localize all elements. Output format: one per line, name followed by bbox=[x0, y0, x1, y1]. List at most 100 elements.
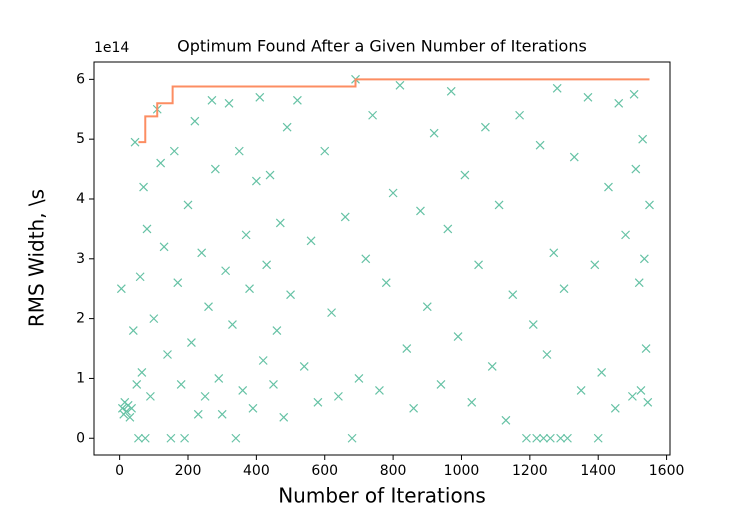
x-tick-label: 1600 bbox=[649, 463, 685, 479]
scatter-point bbox=[241, 230, 251, 240]
scatter-point bbox=[313, 397, 323, 407]
scatter-point bbox=[443, 224, 453, 234]
scatter-point bbox=[234, 146, 244, 156]
scatter-point bbox=[186, 338, 196, 347]
scatter-point bbox=[140, 433, 150, 443]
scatter-point bbox=[217, 409, 227, 419]
scatter-point bbox=[354, 374, 364, 383]
scatter-point bbox=[569, 152, 579, 162]
scatter-point bbox=[645, 200, 654, 210]
scatter-point bbox=[238, 385, 248, 395]
scatter-point bbox=[446, 86, 456, 96]
scatter-point bbox=[368, 110, 378, 120]
scatter-point bbox=[395, 80, 405, 90]
scatter-point bbox=[576, 385, 586, 395]
scatter-point bbox=[130, 137, 140, 147]
y-tick-label: 5 bbox=[76, 131, 85, 147]
x-tick-label: 0 bbox=[115, 463, 124, 479]
scatter-point bbox=[176, 379, 186, 389]
scatter-point bbox=[159, 242, 169, 252]
scatter-point bbox=[643, 397, 653, 407]
scatter-point bbox=[460, 170, 470, 180]
scatter-point bbox=[638, 134, 648, 144]
x-tick-label: 1000 bbox=[444, 463, 480, 479]
scatter-point bbox=[282, 122, 292, 132]
scatter-point bbox=[245, 284, 254, 294]
scatter-point bbox=[467, 397, 477, 407]
scatter-point bbox=[552, 83, 562, 93]
scatter-point bbox=[583, 92, 593, 102]
scatter-point bbox=[361, 254, 371, 264]
scatter-point bbox=[501, 415, 511, 425]
y-axis-label: RMS Width, \s bbox=[25, 189, 49, 327]
step-line bbox=[138, 78, 650, 144]
scatter-point bbox=[610, 403, 620, 413]
scatter-point bbox=[248, 403, 258, 413]
scatter-point bbox=[559, 284, 569, 294]
y-tick-label: 3 bbox=[76, 251, 85, 267]
scatter-point bbox=[593, 433, 603, 443]
scatter-point bbox=[265, 170, 275, 180]
scatter-point bbox=[197, 248, 207, 258]
scatter-point bbox=[436, 379, 446, 389]
scatter-point bbox=[122, 406, 131, 416]
scatter-point bbox=[204, 302, 213, 312]
scatter-point bbox=[604, 182, 613, 192]
scatter-point bbox=[299, 362, 309, 371]
x-tick-label: 600 bbox=[311, 463, 338, 479]
scatter-point bbox=[258, 356, 268, 365]
scatter-point bbox=[137, 368, 147, 377]
scatter-point bbox=[127, 403, 137, 413]
scatter-point bbox=[231, 433, 241, 443]
scatter-point bbox=[429, 128, 439, 138]
scatter-point bbox=[388, 188, 398, 198]
scatter-point bbox=[631, 164, 641, 174]
scatter-point bbox=[262, 260, 272, 270]
scatter-point bbox=[508, 290, 518, 300]
scatter-point bbox=[183, 200, 193, 210]
x-axis-label: Number of Iterations bbox=[278, 484, 486, 508]
scatter-point bbox=[381, 278, 391, 288]
scatter-point bbox=[556, 433, 566, 443]
scatter-point bbox=[522, 433, 531, 443]
scatter-point bbox=[145, 391, 155, 401]
scatter-point bbox=[163, 350, 172, 359]
scatter-point bbox=[320, 146, 330, 156]
scatter-point bbox=[539, 433, 548, 443]
y-tick-label: 1 bbox=[76, 370, 85, 386]
scatter-point bbox=[549, 248, 559, 258]
scatter-point bbox=[210, 164, 220, 174]
scatter-point bbox=[221, 266, 231, 276]
y-tick-label: 0 bbox=[76, 430, 85, 446]
scatter-point bbox=[132, 379, 142, 389]
scatter-point bbox=[636, 385, 646, 395]
scatter-point bbox=[327, 308, 337, 318]
scatter-point bbox=[306, 236, 316, 246]
scatter-point bbox=[166, 433, 176, 443]
scatter-point bbox=[116, 284, 126, 294]
scatter-point bbox=[590, 260, 600, 270]
scatter-point bbox=[173, 278, 183, 288]
scatter-point bbox=[639, 254, 649, 264]
scatter-point bbox=[142, 224, 152, 234]
scatter-point bbox=[139, 182, 148, 192]
x-tick-label: 1400 bbox=[580, 463, 616, 479]
plot-frame bbox=[93, 61, 671, 456]
x-tick-label: 800 bbox=[380, 463, 407, 479]
scatter-point bbox=[480, 122, 490, 132]
scatter-point bbox=[128, 326, 138, 336]
scatter-point bbox=[627, 391, 637, 401]
scatter-point bbox=[340, 212, 350, 222]
scatter-point bbox=[251, 176, 261, 186]
scatter-point bbox=[149, 314, 159, 324]
scatter-point bbox=[597, 368, 607, 377]
scatter-point bbox=[134, 433, 143, 443]
scatter-point bbox=[629, 89, 639, 99]
scatter-point bbox=[272, 326, 282, 336]
scatter-point bbox=[641, 344, 651, 353]
scatter-point bbox=[279, 412, 289, 422]
scatter-point bbox=[375, 385, 384, 395]
scatter-point bbox=[487, 362, 497, 371]
scatter-point bbox=[193, 409, 203, 419]
